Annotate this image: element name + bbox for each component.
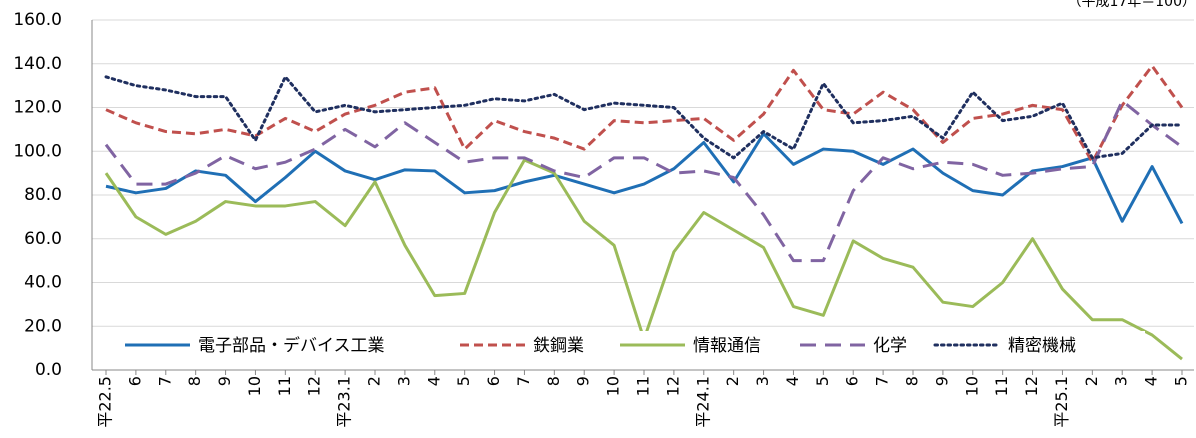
x-tick-label: 平25.1	[1052, 376, 1071, 428]
x-tick-label: 9	[215, 376, 234, 386]
chart-note: （平成17年＝100）	[1067, 0, 1196, 10]
y-tick-label: 60.0	[24, 229, 62, 249]
x-tick-label: 5	[1172, 376, 1191, 386]
x-tick-label: 6	[125, 376, 144, 386]
legend-label: 化学	[873, 336, 907, 356]
x-tick-label: 6	[843, 376, 862, 386]
x-tick-label: 12	[663, 376, 682, 396]
y-tick-label: 40.0	[24, 273, 62, 293]
x-tick-label: 9	[932, 376, 951, 386]
x-tick-label: 2	[1082, 376, 1101, 386]
y-tick-label: 0.0	[35, 360, 62, 380]
x-tick-label: 4	[424, 376, 443, 386]
x-tick-label: 9	[574, 376, 593, 386]
x-tick-label: 7	[155, 376, 174, 386]
series-line	[104, 99, 1183, 263]
x-tick-label: 2	[723, 376, 742, 386]
legend-label: 情報通信	[693, 336, 761, 356]
y-tick-label: 20.0	[24, 316, 62, 336]
x-tick-label: 平22.5	[96, 376, 115, 428]
x-tick-label: 11	[992, 376, 1011, 396]
x-tick-label: 8	[544, 376, 563, 386]
x-tick-label: 6	[484, 376, 503, 386]
x-tick-label: 4	[1142, 376, 1161, 386]
x-tick-label: 8	[903, 376, 922, 386]
x-tick-label: 12	[1022, 376, 1041, 396]
x-tick-label: 11	[275, 376, 294, 396]
x-tick-label: 3	[394, 376, 413, 386]
y-tick-label: 80.0	[24, 185, 62, 205]
y-tick-label: 120.0	[13, 98, 62, 118]
x-tick-label: 7	[873, 376, 892, 386]
x-tick-label: 11	[634, 376, 653, 396]
x-tick-label: 12	[305, 376, 324, 396]
x-tick-label: 5	[813, 376, 832, 386]
x-tick-label: 3	[1112, 376, 1131, 386]
series-line	[104, 158, 1183, 361]
y-tick-label: 100.0	[13, 141, 62, 161]
series-line	[105, 64, 1184, 164]
y-tick-label: 160.0	[13, 10, 62, 30]
x-tick-label: 10	[245, 376, 264, 396]
x-tick-label: 10	[962, 376, 981, 396]
x-tick-label: 4	[783, 376, 802, 386]
x-tick-label: 3	[753, 376, 772, 386]
x-tick-label: 10	[604, 376, 623, 396]
series-line	[104, 75, 1184, 160]
x-tick-label: 8	[185, 376, 204, 386]
x-tick-label: 平24.1	[693, 376, 712, 428]
x-tick-label: 5	[454, 376, 473, 386]
legend-label: 鉄鋼業	[533, 336, 584, 356]
x-tick-label: 2	[365, 376, 384, 386]
legend-label: 電子部品・デバイス工業	[198, 335, 385, 356]
y-tick-label: 140.0	[13, 54, 62, 74]
series-line	[105, 132, 1184, 225]
legend-label: 精密機械	[1008, 336, 1076, 356]
x-tick-label: 7	[514, 376, 533, 386]
x-tick-label: 平23.1	[335, 376, 354, 428]
